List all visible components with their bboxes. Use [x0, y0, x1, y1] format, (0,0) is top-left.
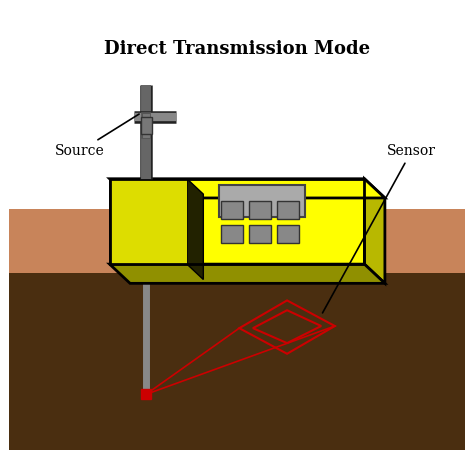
Bar: [221, 202, 243, 219]
Bar: [140, 117, 152, 134]
Bar: [277, 225, 300, 243]
Bar: [249, 202, 271, 219]
Polygon shape: [187, 179, 203, 280]
Polygon shape: [109, 264, 385, 283]
Bar: [9, 209, 465, 273]
Text: Sensor: Sensor: [322, 144, 436, 313]
Polygon shape: [365, 179, 385, 283]
Bar: [109, 179, 365, 264]
Text: Source: Source: [55, 114, 139, 158]
Bar: [9, 273, 465, 450]
Bar: [221, 225, 243, 243]
Polygon shape: [109, 179, 385, 198]
Bar: [109, 179, 365, 264]
Bar: [249, 225, 271, 243]
Bar: [277, 202, 300, 219]
Bar: [219, 185, 305, 217]
Text: Direct Transmission Mode: Direct Transmission Mode: [104, 40, 370, 58]
Bar: [109, 179, 187, 264]
